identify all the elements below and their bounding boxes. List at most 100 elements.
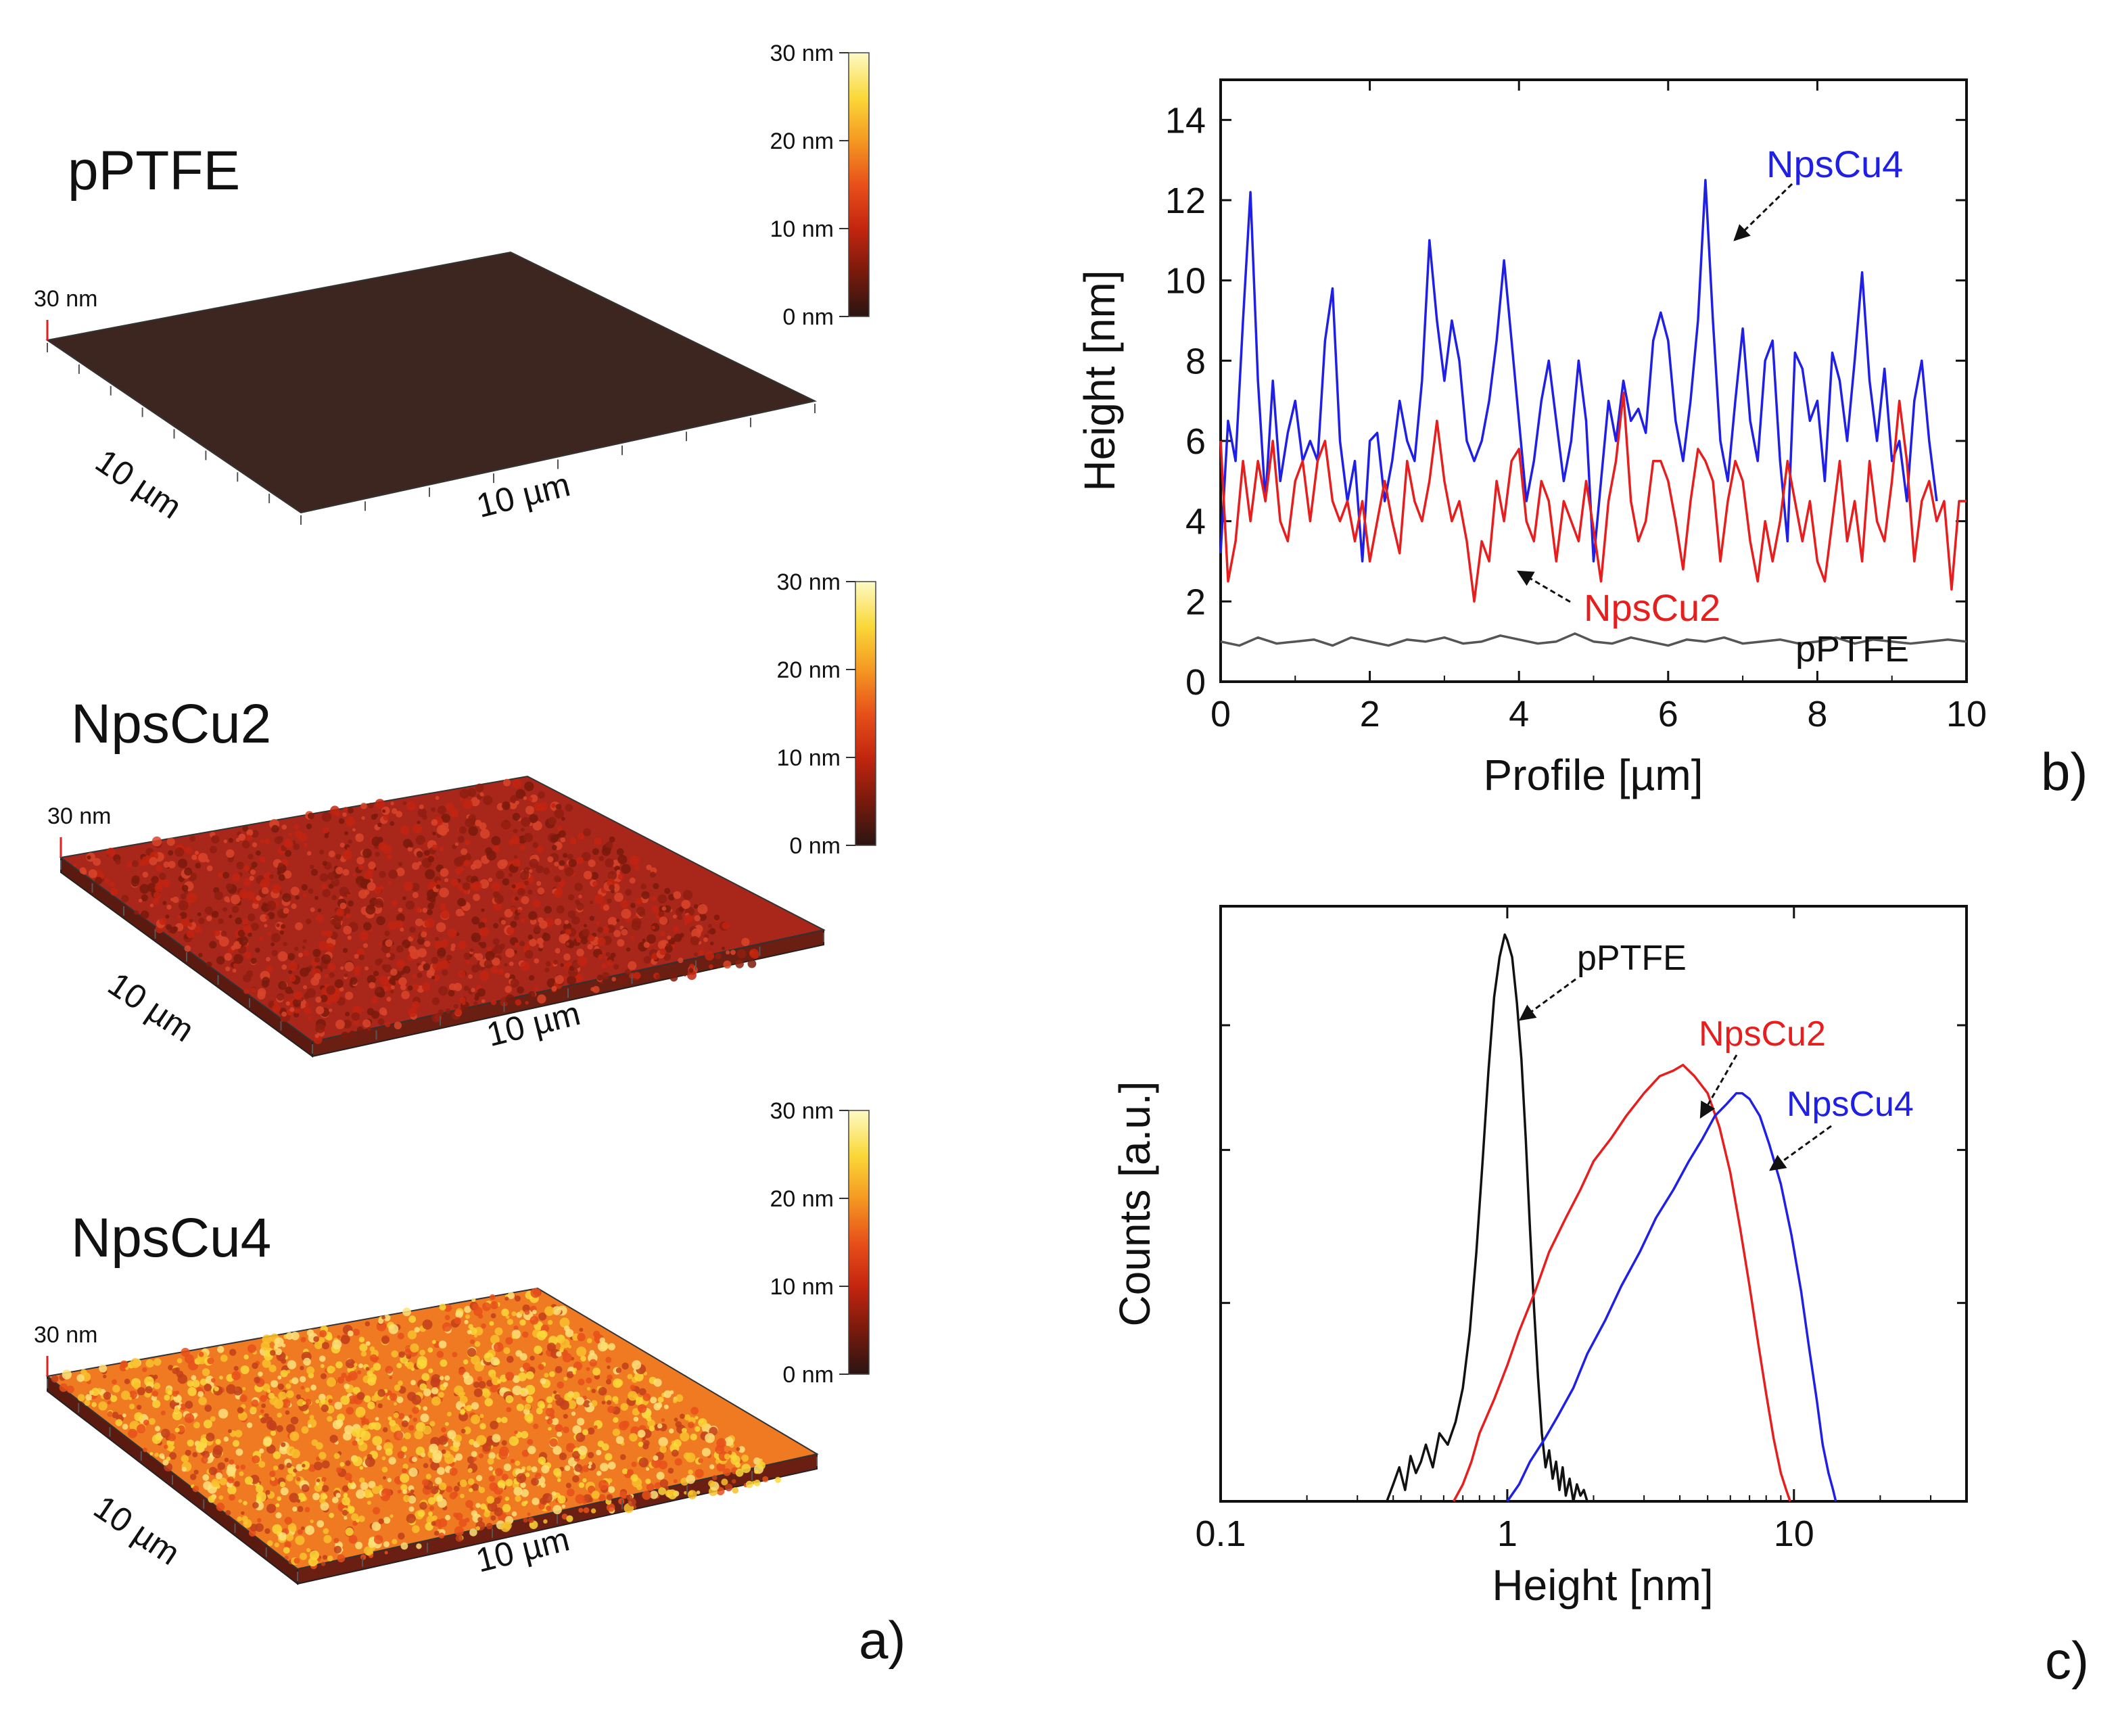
surface-grain-dot: [388, 1457, 396, 1465]
surface-grain-dot: [471, 916, 480, 925]
surface-grain-dot: [285, 1474, 293, 1482]
surface-grain-dot: [596, 1470, 602, 1476]
surface-grain-dot: [388, 1324, 399, 1334]
surface-grain-dot: [514, 1430, 518, 1434]
surface-grain-dot: [279, 1481, 285, 1488]
surface-grain-dot: [402, 1463, 408, 1470]
surface-grain-dot: [188, 923, 193, 927]
surface-grain-dot: [533, 1424, 539, 1430]
surface-grain-dot: [269, 1470, 276, 1478]
surface-grain-dot: [580, 1355, 586, 1362]
surface-grain-dot: [555, 947, 561, 954]
surface-grain-dot: [543, 1493, 549, 1499]
surface-grain-dot: [278, 1532, 287, 1541]
surface-grain-dot: [578, 1378, 585, 1386]
surface-grain-dot: [302, 1401, 306, 1405]
surface-grain-dot: [131, 860, 139, 867]
surface-grain-dot: [379, 870, 386, 878]
surface-grain-dot: [320, 1501, 329, 1511]
surface-grain-dot: [110, 887, 118, 896]
surface-grain-dot: [523, 796, 527, 800]
surface-grain-dot: [736, 1447, 740, 1451]
surface-grain-dot: [167, 1390, 172, 1396]
surface-grain-dot: [408, 1414, 413, 1419]
surface-grain-dot: [195, 851, 199, 855]
surface-grain-dot: [254, 1376, 260, 1384]
surface-grain-dot: [369, 982, 376, 989]
surface-grain-dot: [355, 1407, 365, 1418]
surface-grain-dot: [490, 1374, 496, 1380]
surface-grain-dot: [546, 1418, 553, 1425]
surface-grain-dot: [301, 1484, 310, 1493]
surface-grain-dot: [358, 1336, 365, 1343]
surface-grain-dot: [708, 1480, 715, 1487]
surface-grain-dot: [321, 931, 327, 937]
surface-grain-dot: [431, 1521, 436, 1526]
surface-grain-dot: [179, 1403, 187, 1411]
surface-grain-dot: [398, 1532, 405, 1540]
surface-grain-dot: [668, 893, 675, 901]
surface-grain-dot: [356, 856, 364, 865]
surface-grain-dot: [642, 1443, 649, 1450]
surface-grain-dot: [427, 1347, 433, 1353]
surface-axis-ticks: [47, 343, 816, 525]
surface-grain-dot: [285, 986, 293, 994]
surface-grain-dot: [251, 922, 259, 931]
surface-grain-dot: [561, 933, 569, 941]
surface-grain-dot: [436, 1351, 444, 1358]
surface-grain-dot: [208, 1467, 217, 1476]
surface-grain-dot: [348, 1030, 356, 1038]
surface-grain-dot: [663, 953, 672, 961]
surface-grain-dot: [336, 908, 344, 917]
surface-grain-dot: [529, 814, 538, 824]
surface-grain-dot: [241, 841, 250, 849]
surface-grain-dot: [367, 1377, 376, 1386]
surface-grain-dot: [310, 868, 318, 876]
surface-grain-dot: [512, 778, 523, 789]
surface-grain-dot: [392, 1539, 398, 1545]
surface-grain-dot: [554, 875, 561, 883]
surface-grain-dot: [514, 896, 519, 901]
surface-grain-dot: [141, 855, 151, 866]
surface-grain-dot: [538, 791, 545, 799]
surface-grain-dot: [738, 1446, 745, 1453]
surface-grain-dot: [329, 1366, 336, 1372]
surface-grain-dot: [463, 1371, 470, 1379]
surface-grain-dot: [563, 953, 571, 961]
surface-grain-dot: [611, 977, 616, 982]
surface-grain-dot: [555, 1424, 563, 1432]
surface-grain-dot: [294, 1008, 300, 1014]
surface-grain-dot: [577, 956, 588, 966]
surface-grain-dot: [736, 949, 747, 959]
surface-grain-dot: [371, 1395, 378, 1402]
surface-grain-dot: [452, 1445, 459, 1452]
surface-grain-dot: [556, 905, 565, 914]
surface-grain-dot: [120, 1360, 128, 1369]
surface-grain-dot: [302, 1463, 306, 1468]
surface-grain-dot: [295, 922, 303, 931]
surface-grain-dot: [519, 845, 526, 851]
surface-grain-dot: [370, 1354, 377, 1362]
surface-grain-dot: [137, 1405, 142, 1410]
surface-grain-dot: [559, 1400, 570, 1410]
surface-grain-dot: [322, 861, 327, 866]
surface-grain-dot: [223, 839, 227, 843]
surface-grain-dot: [634, 1372, 644, 1382]
surface-grain-dot: [463, 985, 469, 991]
surface-grain-dot: [605, 841, 613, 849]
surface-grain-dot: [571, 916, 580, 925]
surface-grain-dot: [545, 961, 551, 966]
surface-grain-dot: [693, 904, 699, 909]
surface-grain-dot: [277, 951, 288, 962]
surface-grain-dot: [519, 1319, 526, 1326]
surface-grain-dot: [610, 952, 616, 958]
surface-grain-dot: [239, 1394, 248, 1403]
colorbar-tick-label: 0 nm: [789, 833, 841, 859]
surface-grain-dot: [572, 1391, 580, 1400]
surface-grain-dot: [367, 1454, 373, 1460]
surface-grain-dot: [290, 887, 300, 896]
surface-grain-dot: [339, 1461, 345, 1467]
surface-grain-dot: [481, 1302, 491, 1311]
surface-grain-dot: [277, 993, 285, 1001]
surface-grain-dot: [521, 896, 530, 904]
